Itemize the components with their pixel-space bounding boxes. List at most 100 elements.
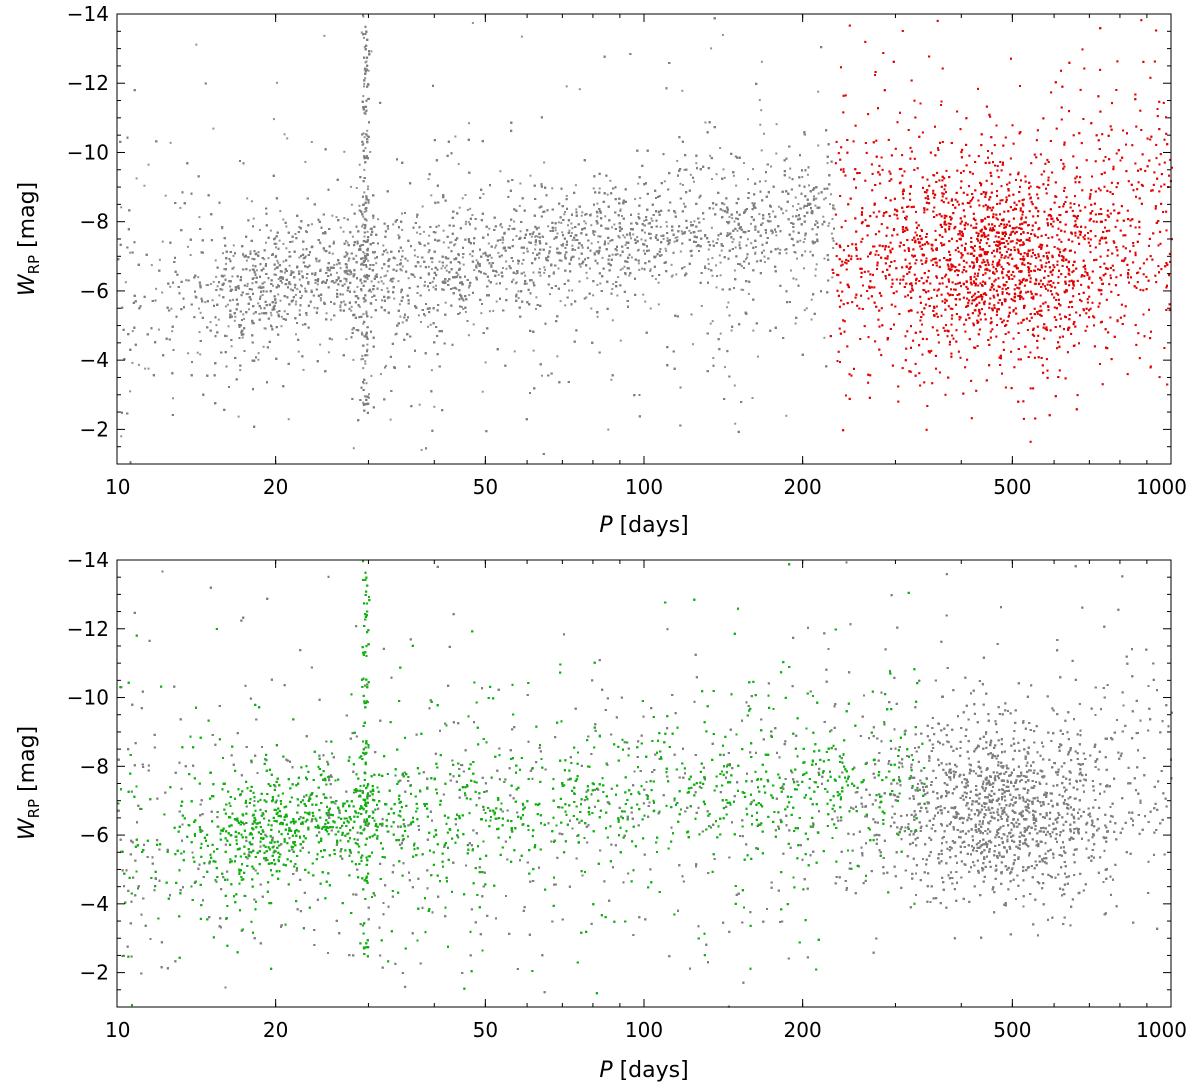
scatter-point [644,301,646,303]
scatter-point [366,354,368,356]
scatter-point [351,273,353,275]
scatter-point [488,228,490,230]
scatter-point [785,210,787,212]
scatter-point [204,301,206,303]
scatter-point [427,326,429,328]
scatter-point [770,166,772,168]
scatter-point [729,216,731,218]
scatter-point [599,188,601,190]
scatter-point [775,231,777,233]
scatter-point [284,310,286,312]
scatter-point [620,269,622,271]
scatter-point [416,232,418,234]
scatter-point [731,330,733,332]
scatter-point [234,316,236,318]
scatter-point [148,368,150,370]
scatter-point [270,230,272,232]
scatter-point [251,200,253,202]
scatter-point [399,316,401,318]
scatter-point [632,233,634,235]
scatter-point [720,333,722,335]
scatter-point [225,305,227,307]
scatter-point [323,35,325,37]
scatter-point [752,397,754,399]
top-panel: 10 20 50 100 200 500 1000−2−4−6−8−10−12−14 P [… [15,2,1187,538]
scatter-point [250,250,252,252]
scatter-point [621,215,623,217]
scatter-point [719,147,721,149]
scatter-point [722,34,724,36]
scatter-point [225,263,227,265]
scatter-point [226,335,228,337]
scatter-point [381,289,383,291]
scatter-point [620,209,622,211]
scatter-point [465,221,467,223]
scatter-point [650,233,652,235]
scatter-point [295,333,297,335]
scatter-point [304,161,306,163]
scatter-point [359,164,361,166]
scatter-point [560,222,562,224]
scatter-point [607,242,609,244]
scatter-point [227,304,229,306]
scatter-point [327,269,329,271]
scatter-point [533,350,535,352]
scatter-point [370,375,372,377]
scatter-point [583,220,585,222]
scatter-point [832,218,834,220]
scatter-point [465,194,467,196]
scatter-point [578,258,580,260]
scatter-point [393,298,395,300]
scatter-point [400,259,402,261]
scatter-point [222,252,224,254]
scatter-point [564,211,566,213]
scatter-point [365,61,367,63]
scatter-point [776,123,778,125]
scatter-point [727,232,729,234]
scatter-point [795,197,797,199]
scatter-point [365,311,367,313]
scatter-point [540,275,542,277]
scatter-point [528,241,530,243]
scatter-point [256,269,258,271]
scatter-point [251,258,253,260]
scatter-point [638,213,640,215]
scatter-point [764,261,766,263]
scatter-point [617,276,619,278]
scatter-point [239,369,241,371]
scatter-point [317,283,319,285]
scatter-point [364,236,366,238]
scatter-point [644,232,646,234]
scatter-point [432,281,434,283]
scatter-point [213,281,215,283]
scatter-point [381,299,383,301]
scatter-point [496,283,498,285]
scatter-point [301,295,303,297]
scatter-point [364,253,366,255]
scatter-point [760,109,762,111]
scatter-point [538,227,540,229]
scatter-point [639,197,641,199]
scatter-point [590,224,592,226]
scatter-point [741,289,743,291]
scatter-point [761,61,763,63]
scatter-point [818,193,820,195]
scatter-point [468,334,470,336]
scatter-point [524,275,526,277]
scatter-point [712,208,714,210]
scatter-point [270,314,272,316]
scatter-point [658,282,660,284]
scatter-point [638,262,640,264]
scatter-point [757,356,759,358]
scatter-point [401,213,403,215]
scatter-point [557,233,559,235]
scatter-point [233,255,235,257]
scatter-point [710,47,712,49]
scatter-point [257,302,259,304]
scatter-point [340,267,342,269]
scatter-point [366,130,368,132]
scatter-point [612,283,614,285]
scatter-point [566,195,568,197]
scatter-point [129,390,131,392]
scatter-point [564,254,566,256]
